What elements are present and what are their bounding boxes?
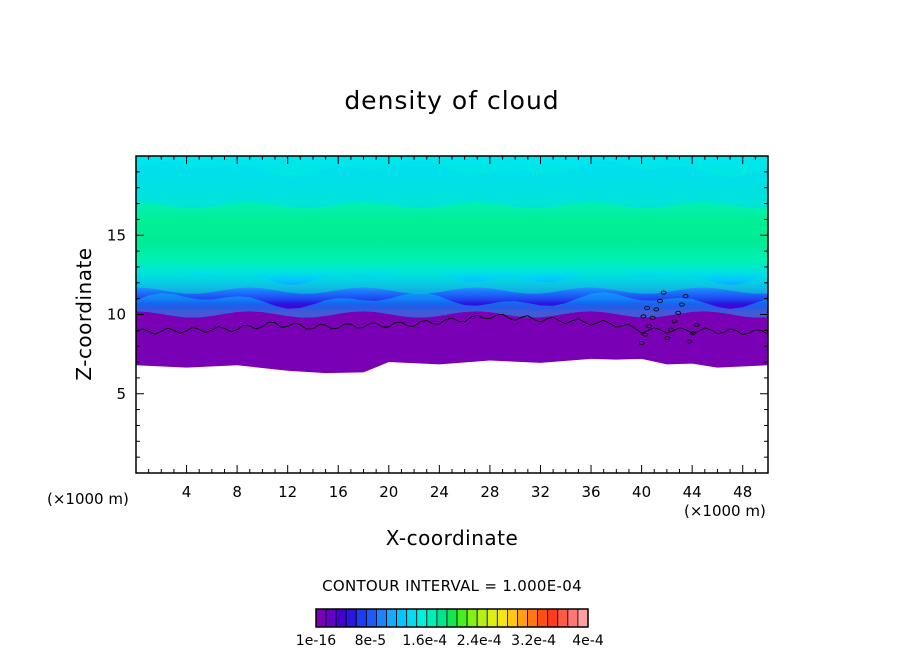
x-tick-label: 28 bbox=[480, 483, 499, 501]
cloud-band-upper bbox=[136, 160, 768, 209]
convective-contour bbox=[660, 290, 667, 295]
convective-contour bbox=[653, 307, 660, 312]
y-tick-label: 5 bbox=[116, 385, 126, 403]
convective-contour bbox=[690, 331, 696, 336]
y-tick-label: 10 bbox=[107, 306, 126, 324]
convective-contour bbox=[664, 336, 671, 341]
convective-contour bbox=[638, 341, 645, 346]
convective-contour bbox=[649, 315, 656, 320]
convective-contour bbox=[657, 299, 663, 304]
chart-title: density of cloud bbox=[344, 86, 560, 115]
convective-contour bbox=[679, 302, 685, 307]
x-tick-label: 48 bbox=[733, 483, 752, 501]
x-tick-label: 12 bbox=[278, 483, 297, 501]
contour-line bbox=[136, 313, 768, 335]
convective-contour bbox=[671, 319, 678, 324]
x-tick-label: 20 bbox=[379, 483, 398, 501]
x-tick-label: 36 bbox=[581, 483, 600, 501]
x-tick-label: 32 bbox=[531, 483, 550, 501]
convective-contour bbox=[686, 339, 693, 344]
colorbar-label: 4e-4 bbox=[572, 633, 604, 649]
colorbar-label: 3.2e-4 bbox=[511, 633, 557, 649]
colorbar-label: 1e-16 bbox=[295, 633, 337, 649]
x-tick-label: 24 bbox=[430, 483, 449, 501]
convective-contour bbox=[693, 322, 700, 327]
colorbar-label: 8e-5 bbox=[354, 633, 387, 649]
convective-contour bbox=[640, 314, 647, 319]
x-unit-label-right: (×1000 m) bbox=[684, 502, 766, 520]
x-axis-label: X-coordinate bbox=[385, 526, 519, 550]
y-axis-label: Z-coordinate bbox=[72, 247, 96, 381]
convective-contour bbox=[646, 324, 652, 329]
convective-contour bbox=[682, 294, 689, 299]
x-unit-label-left: (×1000 m) bbox=[47, 490, 129, 508]
y-tick-label: 15 bbox=[107, 226, 126, 244]
x-tick-label: 4 bbox=[182, 483, 192, 501]
convective-contour bbox=[675, 310, 682, 315]
x-tick-label: 40 bbox=[632, 483, 651, 501]
cloud-band-middle bbox=[136, 268, 768, 294]
cloud-field bbox=[136, 156, 768, 374]
x-tick-label: 44 bbox=[683, 483, 702, 501]
convective-contour bbox=[644, 306, 650, 311]
convective-contour bbox=[642, 332, 649, 337]
contour-interval-text: CONTOUR INTERVAL = 1.000E-04 bbox=[322, 577, 582, 595]
x-tick-label: 16 bbox=[329, 483, 348, 501]
colorbar-label: 1.6e-4 bbox=[402, 633, 448, 649]
colorbar-label: 2.4e-4 bbox=[456, 633, 502, 649]
convective-contour bbox=[668, 327, 674, 332]
x-tick-label: 8 bbox=[232, 483, 242, 501]
cloud-band-lower bbox=[136, 292, 768, 318]
